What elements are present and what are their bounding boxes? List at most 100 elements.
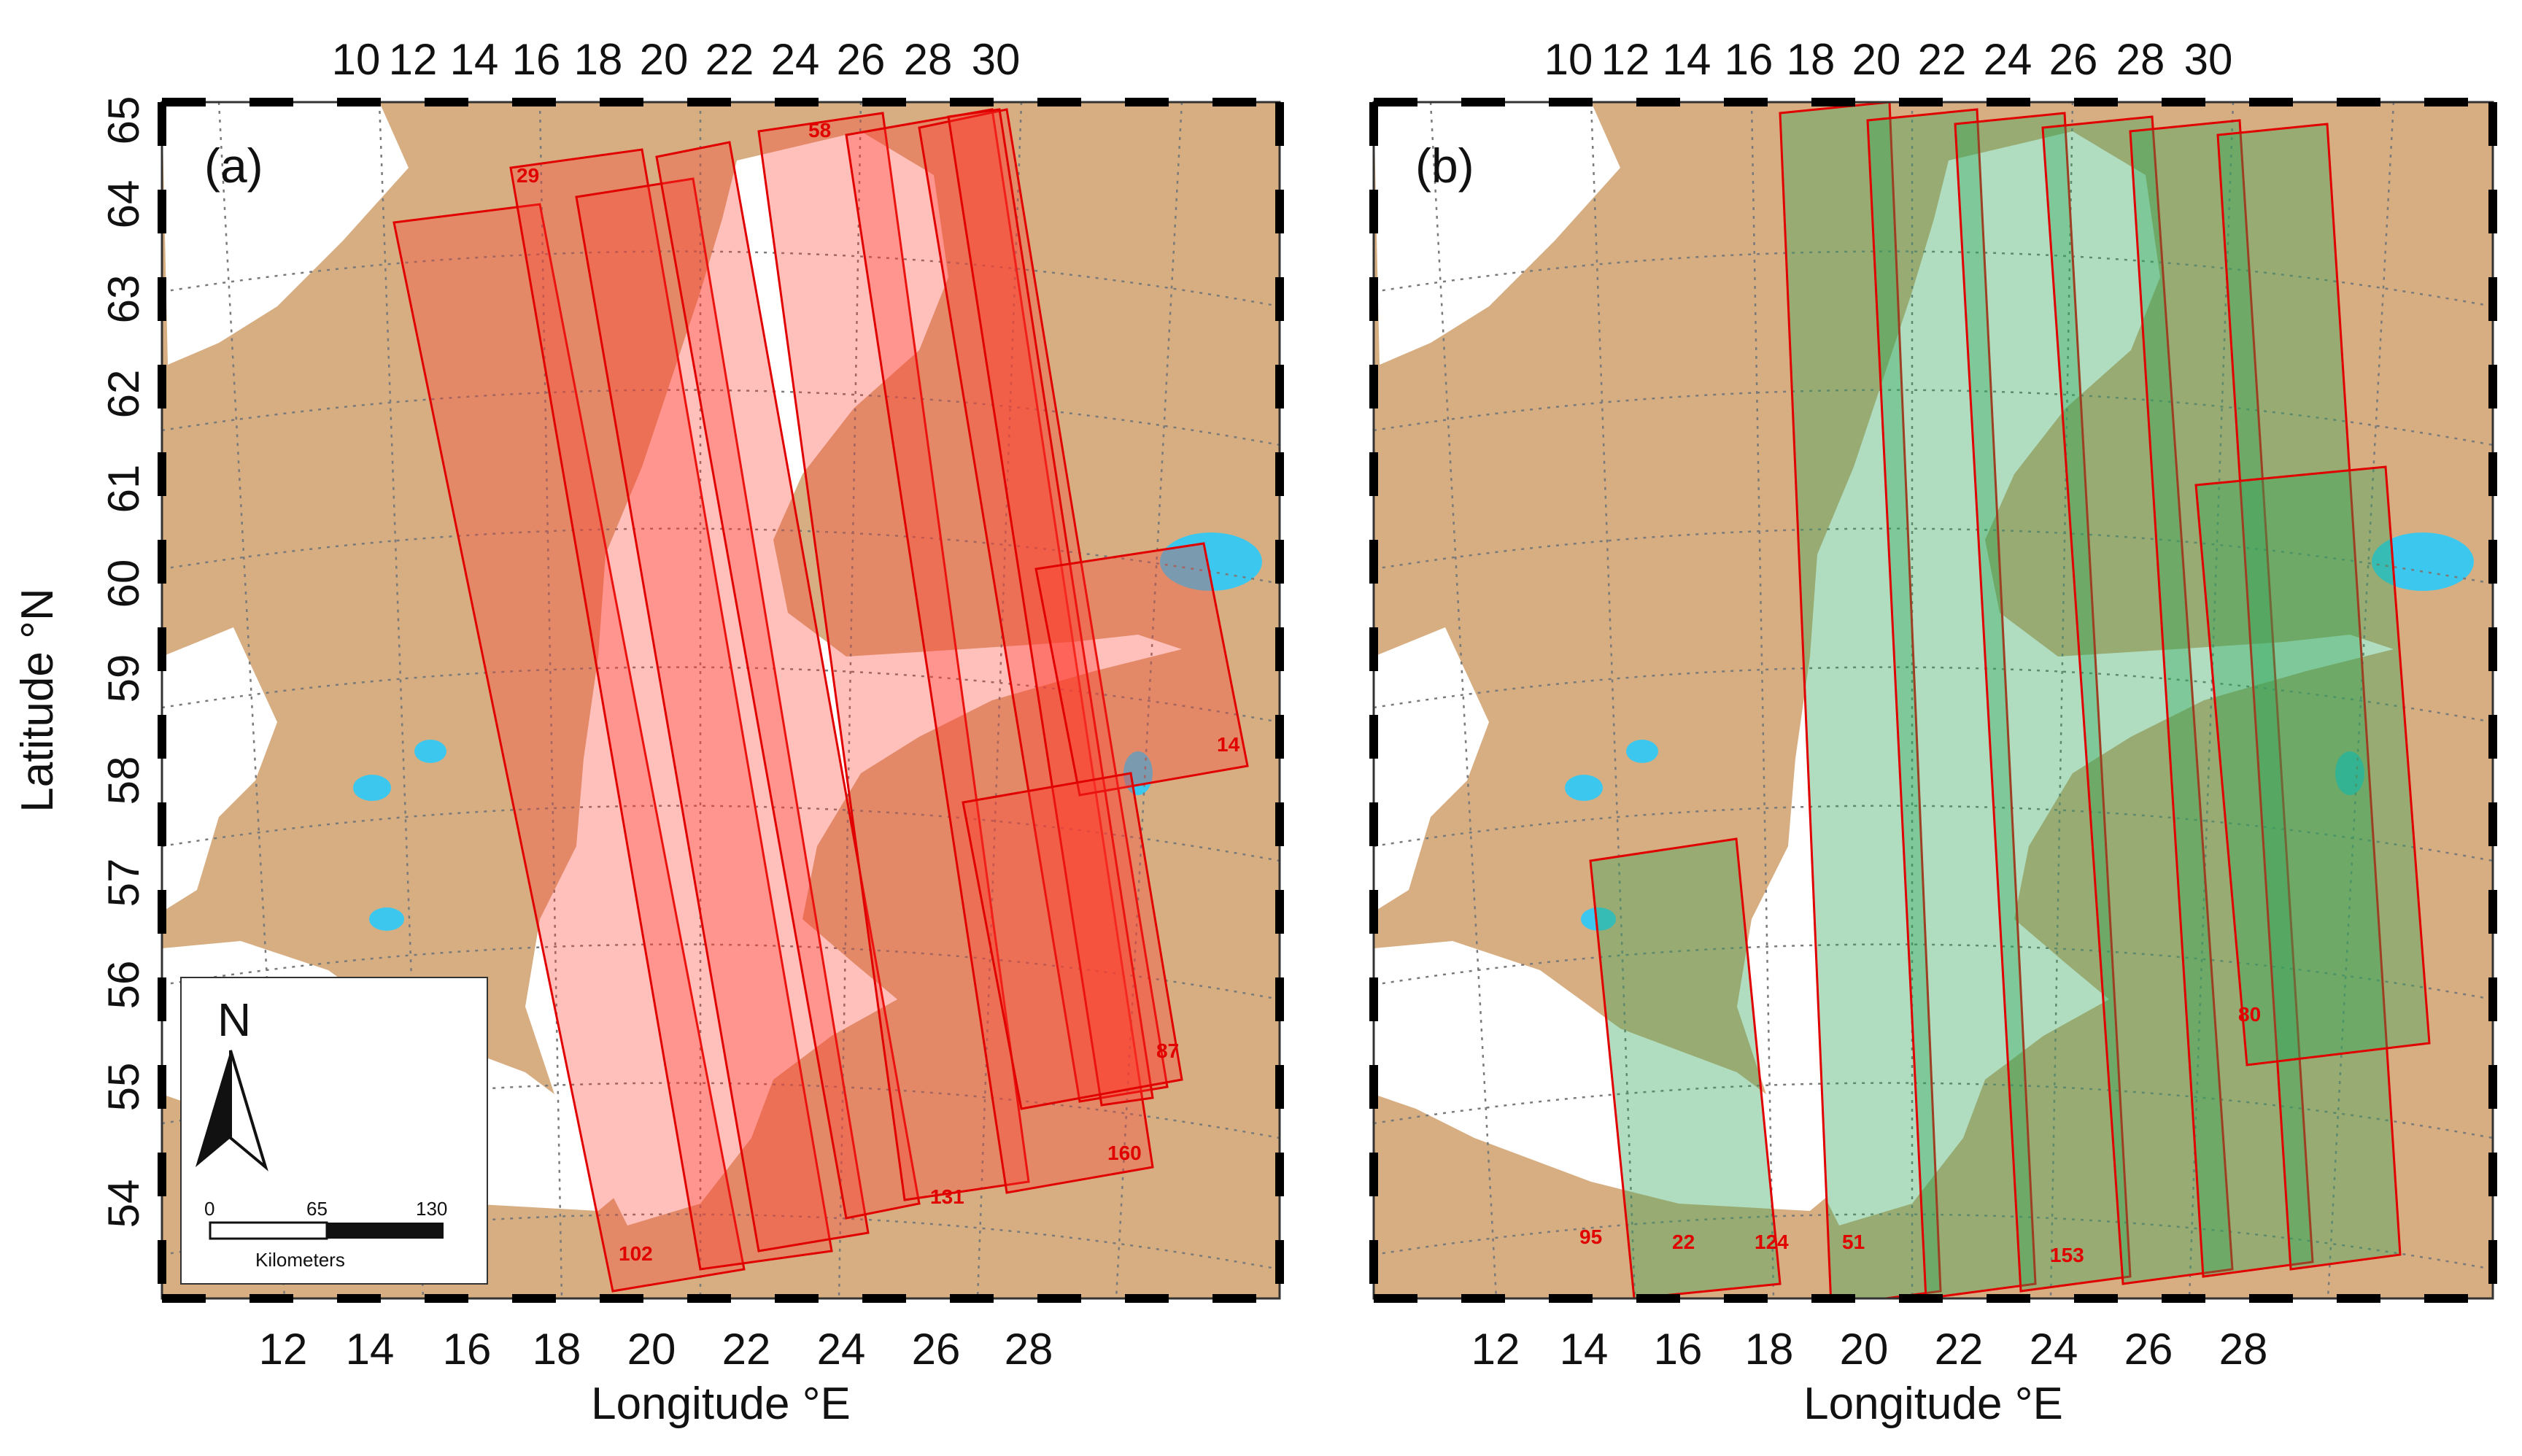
bottom-tick-label: 20 [627, 1325, 676, 1374]
left-tick-label: 65 [99, 96, 148, 145]
track-frame [575, 177, 870, 1252]
bottom-tick-label: 22 [722, 1325, 771, 1374]
left-ticks-a: 54 55 56 57 58 59 60 61 62 63 64 65 [99, 96, 148, 1228]
top-tick-label: 12 [1601, 35, 1650, 84]
track-label: 14 [1217, 733, 1240, 756]
scalebar-tick: 0 [204, 1198, 214, 1220]
bottom-tick-label: 12 [1471, 1325, 1520, 1374]
top-tick-label: 28 [904, 35, 953, 84]
bottom-ticks-a: 12 14 16 18 20 22 24 26 28 [259, 1325, 1053, 1374]
lake [1581, 907, 1616, 931]
top-tick-label: 16 [512, 35, 561, 84]
track-frame [757, 112, 1030, 1201]
track-label: 131 [930, 1185, 964, 1208]
top-tick-label: 30 [972, 35, 1021, 84]
panel-label-b: (b) [1415, 139, 1474, 193]
bottom-tick-label: 20 [1840, 1325, 1889, 1374]
sea-baltic [1374, 941, 1854, 1211]
lake [2335, 751, 2364, 795]
top-tick-label: 14 [1663, 35, 1711, 84]
top-tick-label: 10 [1544, 35, 1593, 84]
track-frame [2216, 123, 2402, 1271]
bottom-tick-label: 24 [2030, 1325, 2078, 1374]
bottom-tick-label: 12 [259, 1325, 308, 1374]
top-tick-label: 18 [574, 35, 623, 84]
scalebar-tick: 130 [416, 1198, 447, 1220]
left-tick-label: 57 [99, 859, 148, 907]
lake [1626, 740, 1658, 763]
sea-baltic [1374, 102, 1620, 365]
track-frame [1034, 542, 1249, 797]
sea-baltic [162, 102, 409, 365]
top-ticks-b: 10 12 14 16 18 20 22 24 26 28 30 [1544, 35, 2233, 84]
track-frame [1866, 108, 2037, 1298]
top-tick-label: 12 [389, 35, 438, 84]
left-tick-label: 63 [99, 275, 148, 324]
top-tick-label: 24 [771, 35, 820, 84]
bottom-ticks-b: 12 14 16 18 20 22 24 26 28 [1471, 1325, 2268, 1374]
track-label: 95 [1579, 1225, 1602, 1248]
bottom-tick-label: 28 [1005, 1325, 1053, 1374]
left-tick-label: 60 [99, 559, 148, 608]
map-a [162, 102, 1280, 1298]
track-frame [962, 772, 1183, 1110]
left-tick-label: 64 [99, 180, 148, 229]
bottom-tick-label: 24 [817, 1325, 866, 1374]
track-label: 87 [1156, 1039, 1179, 1062]
left-tick-label: 58 [99, 756, 148, 805]
lake [369, 907, 404, 931]
scale-box: N 0 65 130 Kilometers [180, 977, 488, 1285]
x-axis-label-b: Longitude °E [1803, 1379, 2063, 1429]
tracks-a [392, 108, 1249, 1293]
top-tick-label: 22 [705, 35, 754, 84]
panel-a: (a) 29 58 14 87 160 131 102 N 0 65 130 K… [99, 35, 1284, 1374]
top-tick-label: 28 [2116, 35, 2165, 84]
y-axis-label: Latitude °N [12, 588, 63, 812]
left-tick-label: 62 [99, 370, 148, 419]
track-label: 160 [1107, 1142, 1142, 1164]
graticule [1374, 102, 2493, 1298]
bottom-tick-label: 16 [1654, 1325, 1703, 1374]
x-axis-label-a: Longitude °E [591, 1379, 851, 1429]
top-tick-label: 26 [837, 35, 886, 84]
left-tick-label: 61 [99, 465, 148, 514]
track-frame [1954, 112, 2132, 1293]
top-tick-label: 10 [332, 35, 381, 84]
track-frame [509, 148, 833, 1271]
neatline-a [158, 98, 1284, 1303]
scalebar-units: Kilometers [255, 1249, 345, 1271]
sea-baltic [1374, 627, 1489, 912]
bottom-tick-label: 18 [1745, 1325, 1794, 1374]
bottom-tick-label: 26 [2124, 1325, 2173, 1374]
panel-b: (b) 80 95 22 124 51 153 10 12 14 16 18 20 22 24… [1369, 35, 2497, 1374]
sea-baltic [162, 627, 277, 912]
north-arrow-icon [196, 1050, 268, 1172]
top-tick-label: 20 [640, 35, 689, 84]
track-frame [947, 108, 1154, 1107]
track-label: 153 [2050, 1244, 2084, 1266]
north-label: N [217, 994, 251, 1046]
track-label: 22 [1672, 1231, 1695, 1253]
track-label: 102 [619, 1242, 653, 1265]
track-frame [2194, 465, 2431, 1066]
panel-label-a: (a) [204, 139, 263, 193]
neatline-b [1369, 98, 2497, 1303]
sea-baltic [525, 131, 1182, 1225]
sea-baltic [1737, 131, 2394, 1225]
bottom-tick-label: 28 [2219, 1325, 2268, 1374]
top-tick-label: 22 [1918, 35, 1967, 84]
lake [1565, 775, 1603, 801]
left-tick-label: 59 [99, 654, 148, 703]
top-tick-label: 30 [2184, 35, 2233, 84]
bottom-tick-label: 16 [443, 1325, 492, 1374]
track-label: 80 [2238, 1003, 2261, 1026]
track-label: 51 [1842, 1231, 1865, 1253]
top-tick-label: 24 [1984, 35, 2032, 84]
track-label: 58 [808, 119, 831, 142]
track-frame [2129, 119, 2314, 1278]
left-tick-label: 55 [99, 1063, 148, 1112]
top-tick-label: 16 [1725, 35, 1773, 84]
top-tick-label: 14 [450, 35, 499, 84]
